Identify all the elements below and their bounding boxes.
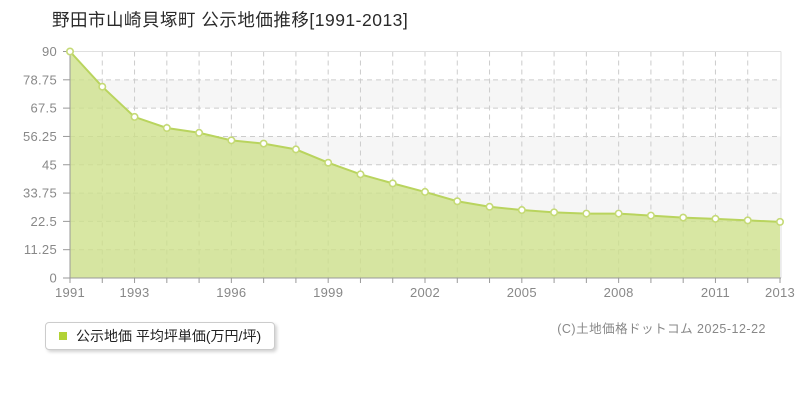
svg-text:2002: 2002 bbox=[410, 285, 440, 300]
svg-text:22.5: 22.5 bbox=[30, 214, 57, 229]
svg-text:1999: 1999 bbox=[313, 285, 343, 300]
svg-text:67.5: 67.5 bbox=[30, 101, 57, 116]
legend: 公示地価 平均坪単価(万円/坪) bbox=[45, 322, 276, 350]
svg-text:2011: 2011 bbox=[701, 285, 730, 300]
svg-text:0: 0 bbox=[49, 271, 57, 286]
svg-text:2013: 2013 bbox=[765, 285, 795, 300]
svg-text:45: 45 bbox=[42, 157, 57, 172]
svg-text:1993: 1993 bbox=[119, 285, 149, 300]
copyright-text: (C)土地価格ドットコム 2025-12-22 bbox=[557, 322, 766, 336]
svg-text:2008: 2008 bbox=[604, 285, 634, 300]
svg-text:78.75: 78.75 bbox=[23, 72, 57, 87]
page-title: 野田市山崎貝塚町 公示地価推移[1991-2013] bbox=[52, 10, 409, 30]
legend-label: 公示地価 平均坪単価(万円/坪) bbox=[76, 328, 262, 344]
svg-text:56.25: 56.25 bbox=[23, 129, 57, 144]
legend-marker-icon bbox=[59, 332, 67, 340]
svg-text:11.25: 11.25 bbox=[24, 242, 57, 257]
svg-text:33.75: 33.75 bbox=[23, 186, 57, 201]
svg-text:1991: 1991 bbox=[55, 285, 85, 300]
svg-text:1996: 1996 bbox=[216, 285, 246, 300]
svg-text:90: 90 bbox=[42, 44, 57, 59]
svg-text:2005: 2005 bbox=[507, 285, 537, 300]
